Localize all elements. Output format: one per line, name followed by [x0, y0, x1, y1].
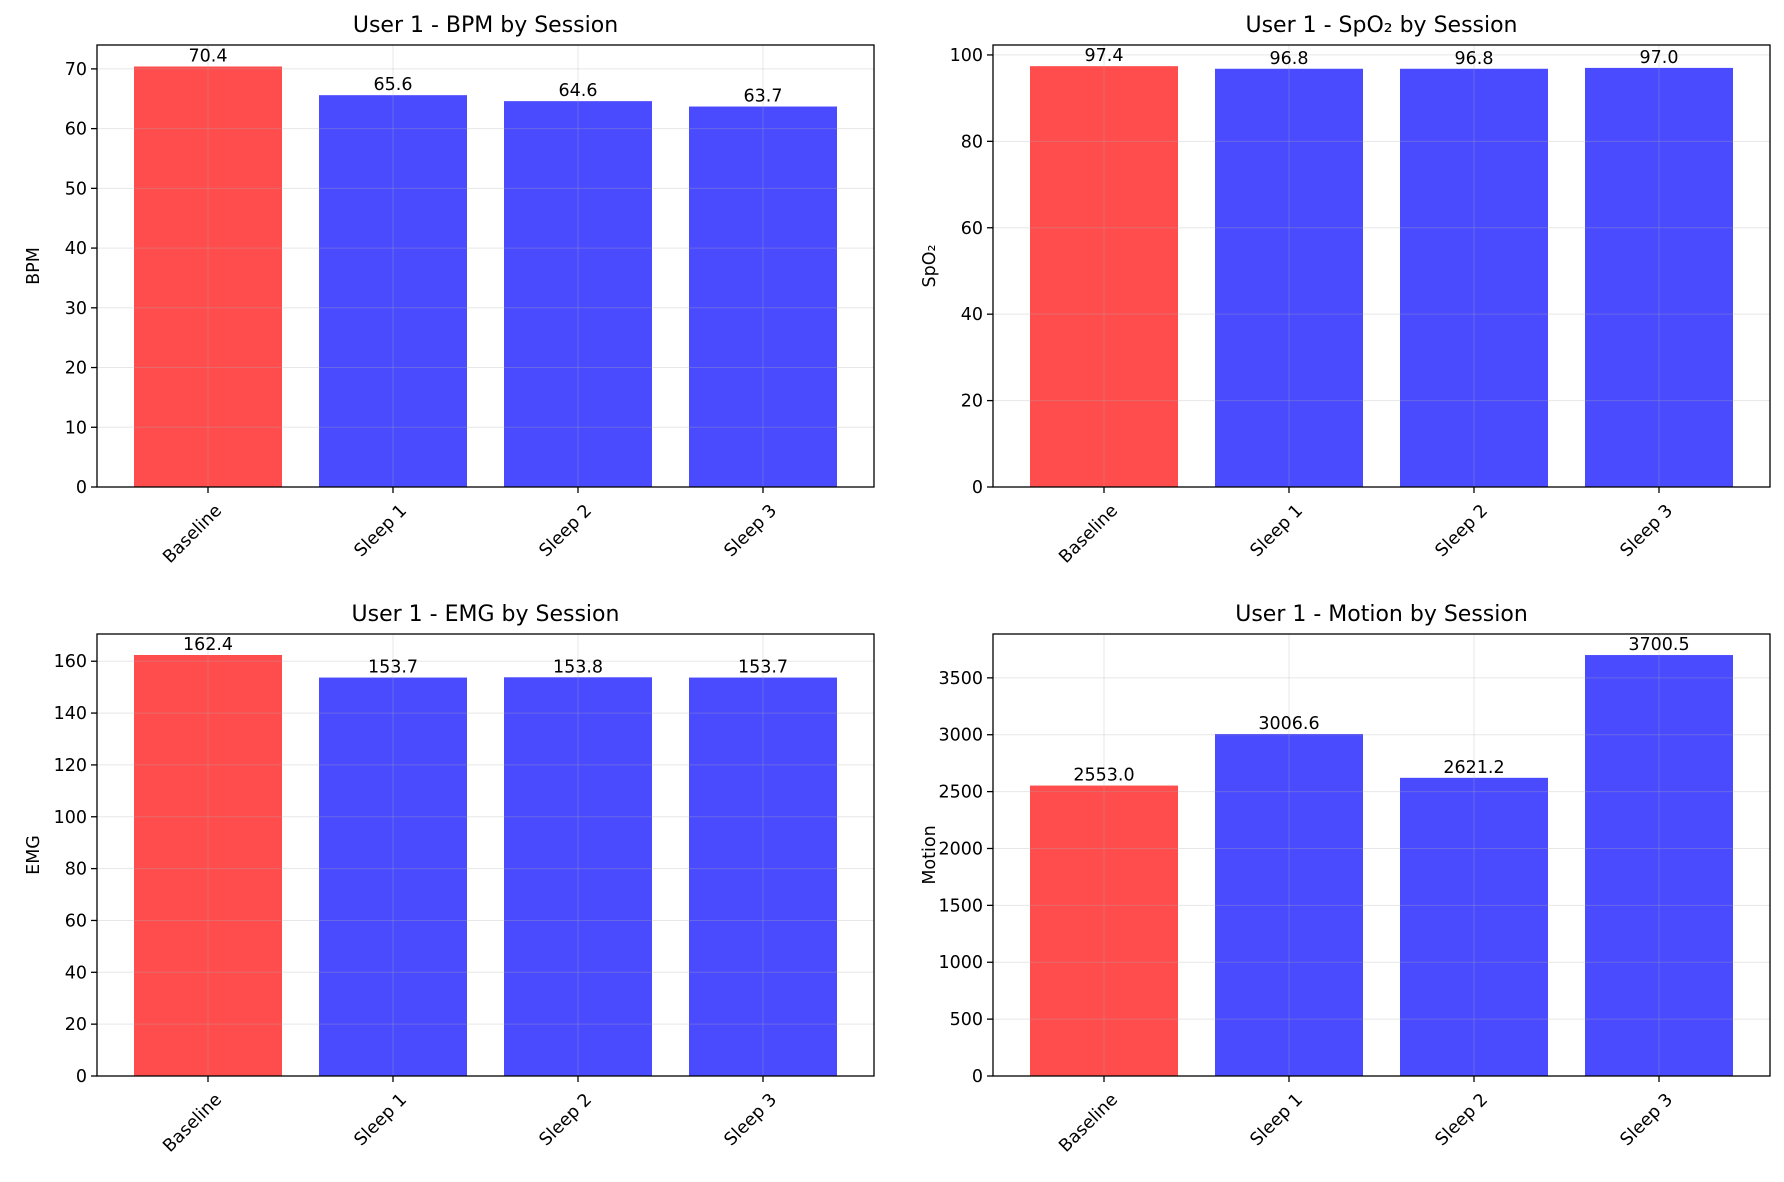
chart-panel-1: 0 10 20 30 40 50 60 70 Baseline Sleep 1 Sleep 2 Sle…: [24, 13, 875, 568]
data-label: 65.6: [374, 75, 413, 95]
bar-sleep-2: [1400, 68, 1548, 488]
y-tick-label: 10: [65, 418, 87, 438]
y-tick-label: 40: [65, 963, 87, 983]
plot-frame: [992, 44, 1771, 488]
x-tick-label: Baseline: [159, 501, 226, 568]
x-tick-label: Sleep 2: [536, 501, 596, 561]
bar-sleep-2: [504, 677, 652, 1076]
data-label: 70.4: [189, 47, 228, 67]
bar-sleep-1: [1215, 68, 1363, 488]
data-label: 96.8: [1455, 49, 1494, 69]
data-label: 97.4: [1085, 46, 1124, 66]
y-tick-label: 500: [950, 1010, 983, 1030]
x-tick-label: Sleep 3: [1617, 501, 1677, 561]
y-tick-label: 160: [54, 652, 87, 672]
y-tick-label: 80: [961, 132, 983, 152]
y-tick-label: 100: [950, 46, 983, 66]
y-axis-label: SpO₂: [920, 244, 940, 287]
y-tick-label: 20: [961, 392, 983, 412]
chart-title: User 1 - SpO₂ by Session: [1245, 13, 1517, 38]
y-tick-label: 40: [65, 239, 87, 259]
x-tick-label: Sleep 1: [1247, 501, 1307, 561]
chart-panel-4: 0 500 1000 1500 2000 2500 3000 3500 Baseline Slee…: [920, 602, 1771, 1157]
bar-sleep-3: [689, 677, 837, 1076]
plot-frame: [96, 44, 875, 488]
data-label: 162.4: [183, 635, 233, 655]
y-axis-label: EMG: [24, 835, 44, 875]
data-label: 153.7: [368, 658, 418, 678]
chart-panel-3: 0 20 40 60 80 100 120 140 160 Baseline Sleep 1 Slee…: [24, 602, 875, 1157]
y-tick-label: 1000: [938, 953, 983, 973]
x-tick-label: Sleep 1: [351, 1090, 411, 1150]
data-label: 63.7: [744, 87, 783, 107]
x-tick-label: Baseline: [1055, 1090, 1122, 1157]
data-label: 2553.0: [1073, 766, 1134, 786]
y-tick-label: 70: [65, 60, 87, 80]
y-axis-label: BPM: [24, 247, 44, 285]
y-tick-label: 60: [65, 120, 87, 140]
y-tick-label: 0: [972, 1067, 983, 1087]
y-tick-label: 60: [961, 219, 983, 239]
x-tick-label: Sleep 3: [721, 1090, 781, 1150]
x-tick-label: Sleep 3: [1617, 1090, 1677, 1150]
x-tick-label: Sleep 2: [1432, 501, 1492, 561]
chart-title: User 1 - BPM by Session: [353, 13, 618, 38]
y-tick-label: 60: [65, 911, 87, 931]
bar-sleep-3: [689, 106, 837, 488]
bar-sleep-1: [319, 677, 467, 1076]
y-tick-label: 3500: [938, 669, 983, 689]
data-label: 153.8: [553, 657, 603, 677]
bar-sleep-2: [1400, 777, 1548, 1076]
y-tick-label: 2500: [938, 783, 983, 803]
y-tick-label: 80: [65, 860, 87, 880]
x-tick-label: Sleep 2: [1432, 1090, 1492, 1150]
y-tick-label: 30: [65, 299, 87, 319]
data-label: 64.6: [559, 81, 598, 101]
x-tick-label: Sleep 3: [721, 501, 781, 561]
bar-sleep-3: [1585, 67, 1733, 487]
x-tick-label: Sleep 2: [536, 1090, 596, 1150]
y-tick-label: 0: [76, 1067, 87, 1087]
y-tick-label: 20: [65, 1015, 87, 1035]
x-tick-label: Baseline: [1055, 501, 1122, 568]
data-label: 97.0: [1640, 48, 1679, 68]
y-tick-label: 3000: [938, 726, 983, 746]
plot-frame: [992, 633, 1771, 1077]
y-tick-label: 40: [961, 305, 983, 325]
y-tick-label: 2000: [938, 839, 983, 859]
x-tick-label: Baseline: [159, 1090, 226, 1157]
bar-baseline: [1030, 66, 1178, 487]
y-tick-label: 20: [65, 359, 87, 379]
chart-title: User 1 - EMG by Session: [352, 602, 620, 627]
data-label: 96.8: [1270, 49, 1309, 69]
bar-sleep-2: [504, 101, 652, 488]
data-label: 2621.2: [1443, 758, 1504, 778]
chart-panel-2: 0 20 40 60 80 100 Baseline Sleep 1 Sleep 2 Sleep …: [920, 13, 1771, 568]
bar-sleep-1: [319, 95, 467, 487]
chart-title: User 1 - Motion by Session: [1235, 602, 1528, 627]
bar-baseline: [134, 66, 282, 488]
x-tick-label: Sleep 1: [1247, 1090, 1307, 1150]
data-label: 153.7: [738, 658, 788, 678]
y-tick-label: 100: [54, 808, 87, 828]
y-tick-label: 1500: [938, 896, 983, 916]
y-axis-label: Motion: [920, 825, 940, 884]
data-label: 3006.6: [1258, 714, 1319, 734]
data-label: 3700.5: [1628, 635, 1689, 655]
y-tick-label: 0: [76, 478, 87, 498]
y-tick-label: 0: [972, 478, 983, 498]
bar-baseline: [134, 654, 282, 1076]
y-tick-label: 50: [65, 179, 87, 199]
y-tick-label: 120: [54, 756, 87, 776]
y-tick-label: 140: [54, 704, 87, 724]
plot-frame: [96, 633, 875, 1077]
bar-sleep-3: [1585, 655, 1733, 1076]
x-tick-label: Sleep 1: [351, 501, 411, 561]
bar-sleep-1: [1215, 733, 1363, 1076]
bar-baseline: [1030, 785, 1178, 1076]
